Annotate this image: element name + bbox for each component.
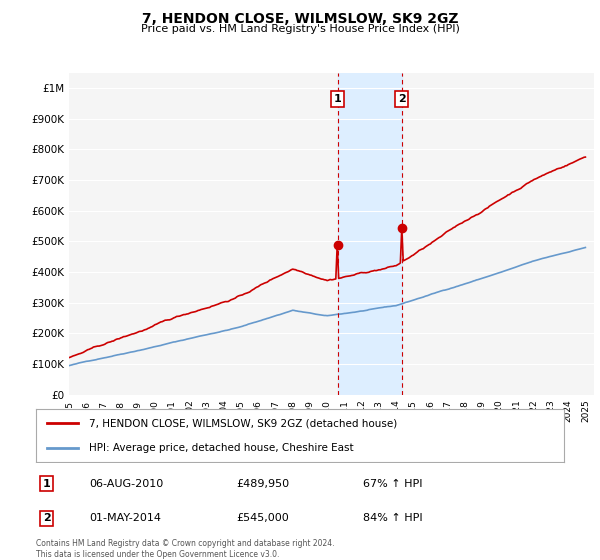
Text: Contains HM Land Registry data © Crown copyright and database right 2024.
This d: Contains HM Land Registry data © Crown c… <box>36 539 335 559</box>
Text: 7, HENDON CLOSE, WILMSLOW, SK9 2GZ (detached house): 7, HENDON CLOSE, WILMSLOW, SK9 2GZ (deta… <box>89 418 397 428</box>
Text: Price paid vs. HM Land Registry's House Price Index (HPI): Price paid vs. HM Land Registry's House … <box>140 24 460 34</box>
Text: £489,950: £489,950 <box>236 479 290 488</box>
Text: 67% ↑ HPI: 67% ↑ HPI <box>364 479 423 488</box>
Text: 7, HENDON CLOSE, WILMSLOW, SK9 2GZ: 7, HENDON CLOSE, WILMSLOW, SK9 2GZ <box>142 12 458 26</box>
Text: 2: 2 <box>43 514 50 523</box>
Text: 1: 1 <box>43 479 50 488</box>
Text: 2: 2 <box>398 94 406 104</box>
Text: 1: 1 <box>334 94 341 104</box>
Bar <box>338 73 402 395</box>
Text: £545,000: £545,000 <box>236 514 289 523</box>
Text: 06-AUG-2010: 06-AUG-2010 <box>89 479 163 488</box>
Text: HPI: Average price, detached house, Cheshire East: HPI: Average price, detached house, Ches… <box>89 442 353 452</box>
Text: 84% ↑ HPI: 84% ↑ HPI <box>364 514 423 523</box>
Text: 01-MAY-2014: 01-MAY-2014 <box>89 514 161 523</box>
